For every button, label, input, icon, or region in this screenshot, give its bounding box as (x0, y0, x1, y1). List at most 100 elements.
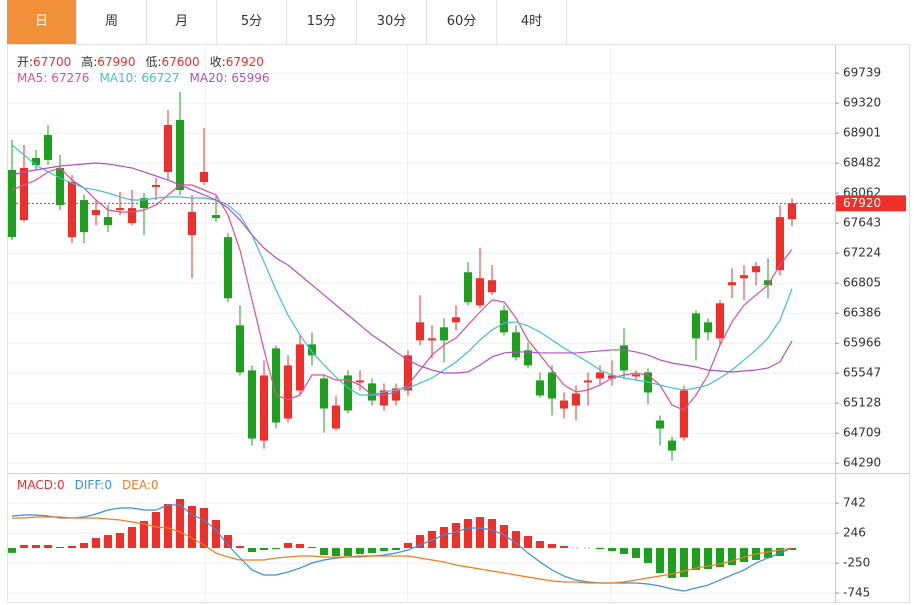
candle-body (272, 348, 280, 423)
period-tab[interactable]: 4时 (497, 0, 567, 44)
period-tab[interactable]: 月 (147, 0, 217, 44)
macd-bar (680, 548, 688, 577)
period-tab[interactable]: 5分 (217, 0, 287, 44)
candle-body (596, 372, 604, 379)
macd-bar (176, 498, 184, 549)
macd-bar (704, 548, 712, 569)
macd-bar (548, 544, 556, 549)
candle-body (224, 237, 232, 299)
macd-bar (608, 548, 616, 552)
header-label: 开: (17, 55, 34, 69)
candle-body (116, 208, 124, 211)
y-tick-label: 66805 (843, 276, 881, 290)
candle-body (236, 325, 244, 373)
candle-body (668, 440, 676, 451)
y-tick-label: 69320 (843, 96, 881, 110)
macd-bar (128, 527, 136, 549)
macd-bar (284, 542, 292, 549)
macd-bar (116, 532, 124, 549)
macd-bar (788, 548, 796, 550)
legend-value: 0 (104, 478, 112, 492)
candle-body (296, 344, 304, 391)
candle-body (80, 200, 88, 233)
candle-body (764, 280, 772, 286)
candle-body (428, 338, 436, 341)
candle-body (176, 119, 184, 191)
last-price-tag (836, 195, 906, 212)
frame (7, 44, 910, 603)
macd-bar (536, 540, 544, 549)
legend-name: DIFF: (74, 478, 105, 492)
candle-body (92, 210, 100, 216)
macd-bar (764, 548, 772, 558)
macd-bar (776, 548, 784, 556)
legend-name: MACD: (17, 478, 58, 492)
legend-value: 66727 (141, 71, 180, 85)
candle-body (620, 345, 628, 371)
legend-value: 65996 (231, 71, 270, 85)
macd-bar (596, 548, 604, 550)
macd-bar (272, 548, 280, 550)
candle-body (536, 380, 544, 396)
candle-body (740, 275, 748, 279)
period-tab[interactable]: 日 (7, 0, 77, 44)
macd-bar (236, 546, 244, 549)
macd-bar (296, 544, 304, 549)
legend-name: MA20: (189, 71, 228, 85)
macd-bar (476, 517, 484, 549)
candle-body (128, 208, 136, 224)
macd-bar (344, 548, 352, 556)
candle-body (776, 217, 784, 271)
macd-bar (656, 548, 664, 573)
candle-body (308, 344, 316, 356)
candle-body (200, 171, 208, 183)
macd-bar (524, 536, 532, 549)
y-tick-label: 65966 (843, 336, 881, 350)
macd-bar (188, 506, 196, 549)
candle-body (452, 317, 460, 323)
y-tick-label: 67224 (843, 246, 881, 260)
macd-bar (152, 512, 160, 549)
macd-bar (104, 534, 112, 549)
macd-bar (668, 548, 676, 579)
macd-bar (392, 548, 400, 550)
candle-body (416, 322, 424, 341)
period-tab[interactable]: 15分 (287, 0, 357, 44)
header-label: 高: (81, 55, 98, 69)
candle-body (752, 266, 760, 273)
macd-bar (248, 548, 256, 552)
legend-name: MA10: (99, 71, 138, 85)
period-tabs: 日周月 5分 15分 30分 60分 4时 (7, 0, 910, 45)
macd-line (12, 516, 793, 584)
candle-body (608, 375, 616, 379)
period-tab[interactable]: 周 (77, 0, 147, 44)
candle-body (212, 215, 220, 219)
macd-bar (308, 546, 316, 549)
macd-bar (224, 534, 232, 549)
candle-body (680, 390, 688, 438)
period-tab[interactable]: 30分 (357, 0, 427, 44)
candle-body (356, 380, 364, 383)
candle-body (260, 375, 268, 441)
candle-body (368, 383, 376, 401)
candle-body (404, 355, 412, 391)
macd-line (11, 504, 793, 592)
macd-bar (740, 548, 748, 562)
y-tick-label: 742 (843, 496, 866, 510)
legend-value: 0 (150, 478, 159, 492)
period-tab[interactable]: 60分 (427, 0, 497, 44)
candle-body (464, 272, 472, 303)
y-tick-label: 64290 (843, 456, 881, 470)
macd-bar (644, 548, 652, 564)
macd-bar (92, 538, 100, 549)
candle-body (488, 280, 496, 293)
y-tick-label: 66386 (843, 306, 881, 320)
candle-body (572, 393, 580, 406)
ma-legend: MA5: 67276 MA10: 66727 MA20: 65996 (17, 71, 280, 85)
y-tick-label: 68482 (843, 156, 881, 170)
macd-bar (560, 546, 568, 549)
candle-body (440, 327, 448, 341)
macd-bar (200, 508, 208, 549)
legend-value: 67276 (51, 71, 90, 85)
